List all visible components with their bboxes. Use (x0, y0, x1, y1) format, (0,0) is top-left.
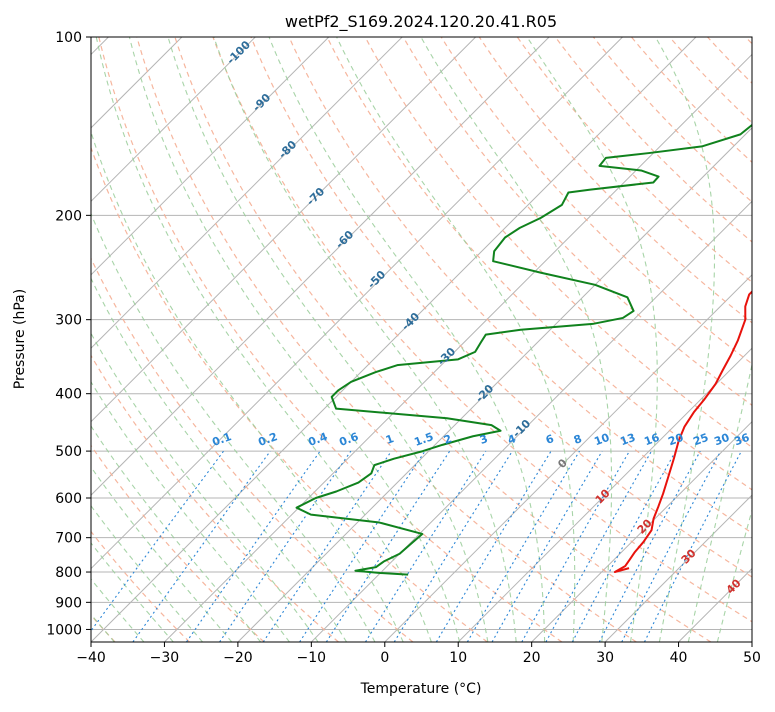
mixing-ratio-label: 8 (572, 432, 584, 447)
moist-adiabat-label: 10 (593, 486, 613, 506)
moist-adiabat (269, 37, 545, 642)
y-tick-label: 200 (55, 208, 82, 224)
isotherm-line (752, 37, 775, 642)
mixing-ratio-line (572, 451, 675, 642)
moist-adiabat (72, 62, 403, 642)
mixing-ratio-line (599, 451, 700, 642)
mixing-ratio-label: 36 (732, 431, 751, 449)
mixing-ratio-line (522, 451, 630, 642)
y-tick-label: 700 (55, 531, 82, 547)
mixing-ratio-label: 13 (618, 431, 637, 448)
dry-adiabat (0, 37, 190, 642)
isotherm-line (91, 37, 696, 642)
moist-adiabat-label: 30 (679, 546, 699, 566)
mixing-ratio-label: 25 (691, 431, 710, 448)
isotherm-line (238, 37, 775, 642)
dry-adiabat-label: -80 (276, 138, 299, 161)
mixing-ratio-label: 0.4 (306, 430, 329, 449)
y-tick-label: 300 (55, 313, 82, 329)
isotherm-line (18, 37, 623, 642)
mixing-ratio-line (326, 451, 449, 642)
dry-adiabat-label: -20 (473, 382, 496, 405)
dry-adiabat-label: -30 (435, 345, 458, 368)
moist-adiabat (214, 37, 516, 642)
y-tick-label: 800 (55, 565, 82, 581)
moist-adiabat (129, 37, 459, 642)
y-tick-label: 500 (55, 444, 82, 460)
x-tick-label: −40 (76, 650, 106, 666)
dry-adiabat (441, 37, 775, 642)
dry-adiabat-label: -50 (365, 268, 388, 291)
mixing-ratio-label: 10 (592, 431, 611, 449)
mixing-ratio-label: 0.1 (210, 430, 233, 449)
dry-adiabat-label: -60 (333, 228, 356, 251)
isotherm-line (0, 37, 255, 642)
y-axis-label: Pressure (hPa) (12, 289, 28, 389)
isotherm-line (164, 37, 769, 642)
temperature-profile-line (615, 37, 775, 572)
moist-adiabat (527, 37, 657, 642)
mixing-ratio-line (394, 451, 512, 642)
x-tick-label: −30 (150, 650, 180, 666)
dry-adiabat-label: -90 (250, 91, 273, 114)
dry-adiabat (23, 37, 413, 642)
dry-adiabat (631, 37, 775, 642)
moist-adiabat (30, 105, 346, 642)
x-tick-label: 20 (523, 650, 541, 666)
background-lines (0, 37, 775, 642)
moist-adiabat (717, 37, 775, 642)
mixing-ratio-label: 3 (478, 432, 490, 447)
mixing-ratio-label: 0.6 (337, 430, 360, 449)
dewpoint-profile-line (297, 37, 775, 575)
y-tick-label: 600 (55, 491, 82, 507)
moist-adiabat-label: 20 (635, 516, 655, 536)
x-tick-label: 10 (449, 650, 467, 666)
moist-adiabat (0, 150, 289, 642)
y-tick-label: 900 (55, 595, 82, 611)
x-tick-label: 40 (670, 650, 688, 666)
moist-adiabat (50, 84, 374, 642)
data-series (297, 37, 775, 575)
moist-adiabat (337, 37, 575, 642)
chart-title: wetPf2_S169.2024.120.20.41.R05 (285, 12, 557, 32)
dry-adiabat (0, 37, 264, 642)
dry-adiabat-label: -100 (224, 38, 253, 67)
x-tick-label: −10 (297, 650, 327, 666)
isotherm-line (311, 37, 775, 642)
x-tick-label: 0 (380, 650, 389, 666)
moist-adiabat (688, 37, 775, 642)
x-tick-label: 50 (743, 650, 761, 666)
moist-adiabat (0, 166, 261, 642)
y-tick-label: 100 (55, 30, 82, 46)
mixing-ratio-label: 1.5 (412, 430, 435, 449)
mixing-ratio-line (467, 451, 579, 642)
mixing-ratio-label: 1 (384, 432, 396, 447)
isotherm-line (458, 37, 775, 642)
moist-adiabat (96, 37, 431, 642)
dry-adiabat (61, 37, 488, 642)
y-axis: 100 200 300 400 500 600 700 800 900 1000 (46, 30, 91, 638)
dry-adiabat (479, 37, 775, 642)
y-tick-label: 400 (55, 387, 82, 403)
y-tick-label: 1000 (46, 622, 82, 638)
x-tick-label: −20 (223, 650, 253, 666)
isotherm-line (385, 37, 775, 642)
mixing-ratio-label: 16 (642, 431, 661, 449)
x-tick-label: 30 (596, 650, 614, 666)
dry-adiabat (555, 37, 775, 642)
dry-adiabat (0, 37, 338, 642)
mixing-ratio-label: 6 (544, 432, 556, 447)
moist-adiabat (0, 195, 203, 642)
x-axis: −40 −30 −20 −10 0 10 20 30 40 50 (76, 642, 761, 666)
mixing-ratio-line (644, 451, 741, 642)
x-axis-label: Temperature (°C) (360, 681, 482, 697)
dry-adiabat (327, 37, 775, 642)
